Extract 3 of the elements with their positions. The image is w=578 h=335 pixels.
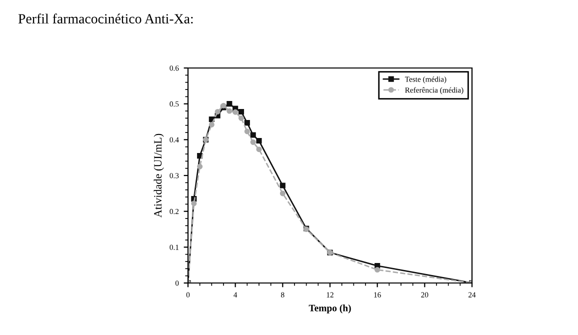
x-axis-title: Tempo (h) (308, 304, 351, 314)
chart-title: Perfil farmacocinético Anti-Xa: (18, 14, 193, 24)
y-axis-title: Atividade (UI/mL) (154, 134, 164, 218)
